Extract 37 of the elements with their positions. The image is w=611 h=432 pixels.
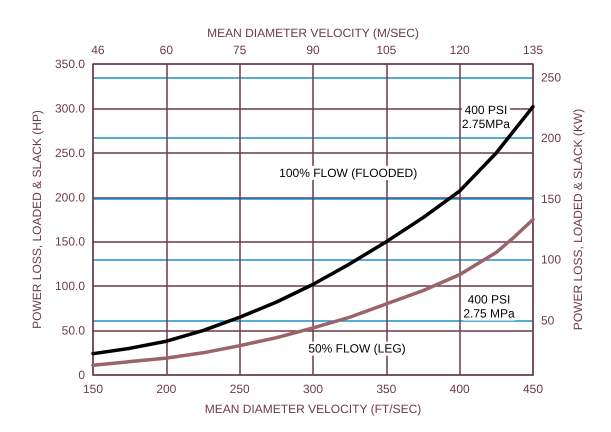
annotation: 400 PSI 2.75MPa (462, 102, 510, 131)
x-tick-label: 400 (450, 382, 470, 396)
y-tick-label: 50.0 (62, 324, 86, 338)
x2-tick-label: 60 (160, 43, 174, 57)
x2-tick-label: 90 (306, 43, 320, 57)
line-series (91, 218, 535, 367)
y-tick-label: 300.0 (54, 101, 86, 116)
x-axis-title: MEAN DIAMETER VELOCITY (FT/SEC) (204, 402, 422, 416)
line-series (91, 104, 535, 356)
y2-tick-label: 250 (541, 70, 562, 84)
x2-tick-label: 105 (376, 43, 397, 57)
y-tick-label: 0 (78, 368, 86, 382)
x2-tick-label: 46 (91, 43, 105, 57)
annotation: 100% FLOW (FLOODED) (279, 166, 418, 180)
y-tick-label: 250.0 (54, 146, 86, 160)
y2-tick-label: 150 (541, 192, 562, 206)
y-tick-label: 150.0 (54, 234, 86, 249)
x2-tick-label: 75 (232, 43, 247, 57)
x-tick-label: 250 (230, 382, 250, 396)
x-tick-label: 450 (522, 382, 544, 396)
y-axis-title: POWER LOSS, LOADED & SLACK (HP) (30, 110, 44, 329)
y2-tick-label: 100 (541, 252, 562, 267)
x2-tick-label: 135 (522, 43, 544, 57)
y-tick-label: 350.0 (54, 57, 86, 71)
y-tick-label: 100.0 (54, 279, 86, 294)
x2-tick-label: 120 (450, 43, 470, 57)
x-tick-label: 350 (376, 382, 397, 396)
annotation: 50% FLOW (LEG) (308, 342, 406, 356)
y2-tick-label: 50 (541, 313, 555, 328)
x-tick-label: 300 (302, 382, 324, 396)
y2-tick-label: 200 (541, 131, 562, 146)
y-tick-label: 200.0 (54, 190, 86, 204)
y2-axis-title: POWER LOSS, LOADED & SLACK (KW) (570, 108, 585, 330)
x-tick-label: 200 (156, 382, 177, 396)
annotation: 400 PSI 2.75 MPa (463, 292, 515, 321)
x2-axis-title: MEAN DIAMETER VELOCITY (M/SEC) (207, 26, 419, 40)
x-tick-label: 150 (82, 382, 104, 396)
